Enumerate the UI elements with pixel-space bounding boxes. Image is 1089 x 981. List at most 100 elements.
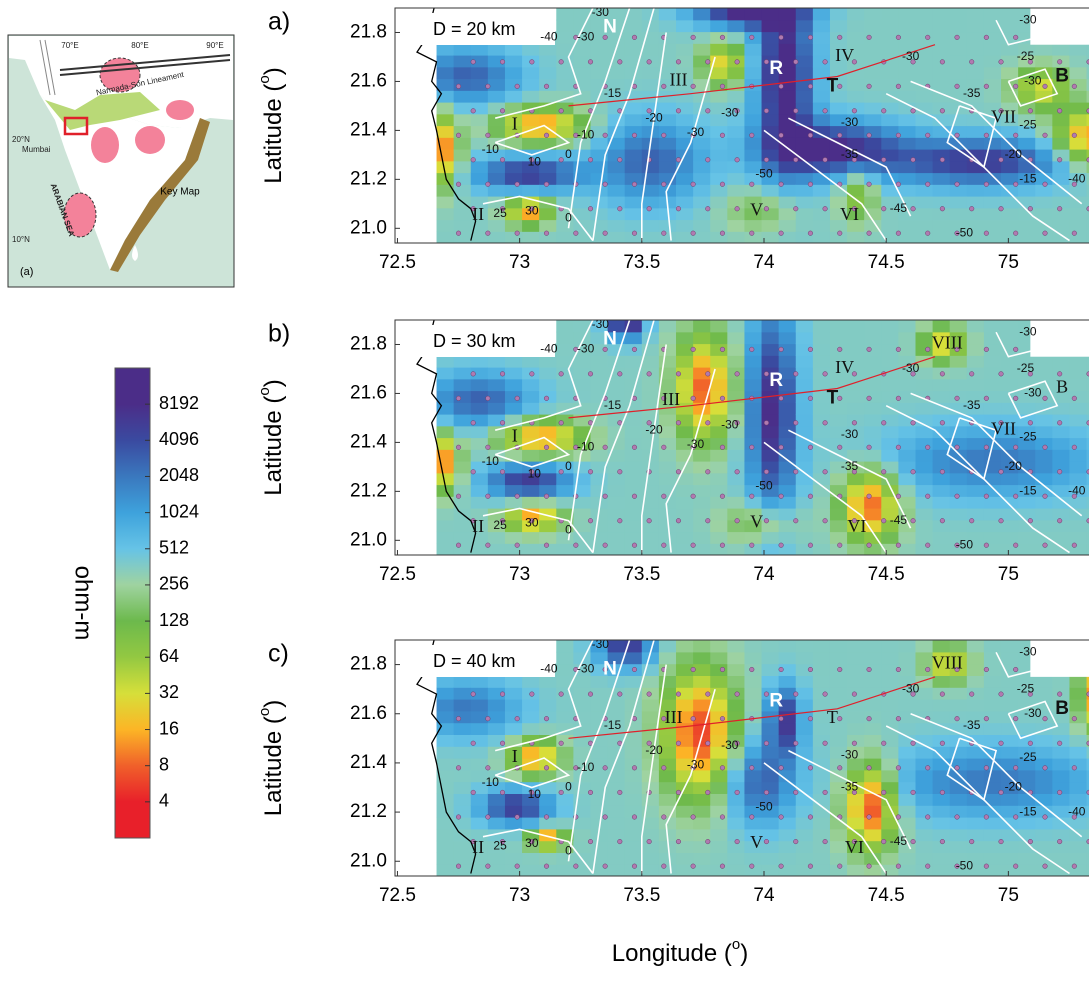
station [940,839,945,844]
feature-label: V [750,832,763,852]
station [544,864,549,869]
resistivity-cell [916,0,934,9]
station [691,182,696,187]
resistivity-cell [471,67,489,79]
resistivity-cell [744,414,762,426]
resistivity-cell [1035,675,1053,687]
station [471,60,476,65]
station [955,716,960,721]
contour-label: -15 [604,86,622,100]
resistivity-cell [676,0,694,9]
resistivity-cell [1001,699,1019,711]
station [515,864,520,869]
station [676,741,681,746]
station [500,790,505,795]
resistivity-cell [744,20,762,32]
station [559,421,564,426]
resistivity-cell [967,332,985,344]
resistivity-cell [744,746,762,758]
station [559,157,564,162]
resistivity-cell [693,231,711,243]
resistivity-cell [488,852,506,864]
station [1013,133,1018,138]
station [793,421,798,426]
station [691,543,696,548]
contour-label: -30 [902,49,920,63]
resistivity-cell [505,723,523,735]
resistivity-cell [471,699,489,711]
contour-label: -30 [1024,706,1042,720]
station [896,864,901,869]
station [999,839,1004,844]
station [1013,445,1018,450]
station [691,864,696,869]
resistivity-cell [539,520,557,532]
resistivity-cell [779,114,797,126]
resistivity-cell [608,173,626,185]
resistivity-cell [796,137,814,149]
resistivity-cell [813,687,831,699]
station [456,396,461,401]
resistivity-cell [864,652,882,664]
resistivity-cell [642,473,660,485]
resistivity-cell [659,461,677,473]
resistivity-cell [744,675,762,687]
resistivity-cell [693,770,711,782]
station [632,815,637,820]
station [1072,231,1077,236]
resistivity-cell [847,332,865,344]
contour-label: -30 [902,361,920,375]
resistivity-cell [625,675,643,687]
resistivity-cell [437,114,455,126]
resistivity-cell [762,196,780,208]
resistivity-cell [659,149,677,161]
resistivity-cell [522,402,540,414]
station [984,347,989,352]
resistivity-cell [796,746,814,758]
resistivity-cell [625,196,643,208]
station [808,231,813,236]
resistivity-cell [967,414,985,426]
resistivity-cell [1035,196,1053,208]
resistivity-cell [437,508,455,520]
resistivity-cell [881,652,899,664]
station [1057,206,1062,211]
station [1057,469,1062,474]
resistivity-cell [916,8,934,20]
resistivity-cell [796,320,814,332]
station [500,109,505,114]
resistivity-cell [796,652,814,664]
resistivity-cell [898,664,916,676]
station [749,445,754,450]
resistivity-cell [488,231,506,243]
resistivity-cell [933,532,951,544]
resistivity-cell [864,628,882,640]
resistivity-cell [967,67,985,79]
station [720,84,725,89]
resistivity-cell [967,0,985,9]
resistivity-cell [710,520,728,532]
station [881,206,886,211]
station [837,716,842,721]
resistivity-cell [864,746,882,758]
resistivity-cell [796,414,814,426]
resistivity-cell [967,379,985,391]
resistivity-cell [454,379,472,391]
resistivity-cell [437,711,455,723]
resistivity-cell [454,114,472,126]
station [896,182,901,187]
resistivity-cell [933,0,951,9]
resistivity-cell [642,231,660,243]
station [925,494,930,499]
station [486,182,491,187]
resistivity-cell [916,402,934,414]
resistivity-cell [608,640,626,652]
station [603,182,608,187]
y-axis-label-sup: o [256,75,273,83]
resistivity-cell [710,508,728,520]
resistivity-cell [898,126,916,138]
station [1013,35,1018,40]
resistivity-cell [847,652,865,664]
contour-label: -45 [890,513,908,527]
resistivity-cell [505,817,523,829]
